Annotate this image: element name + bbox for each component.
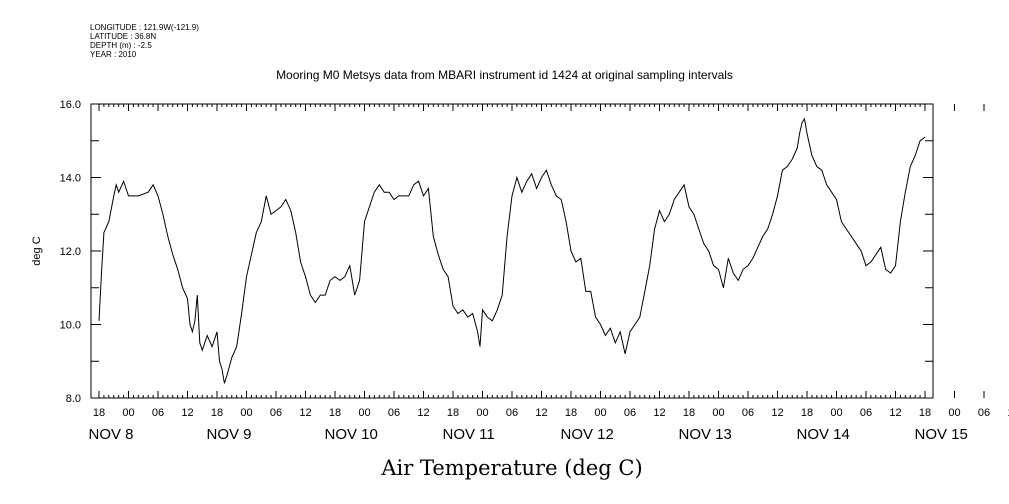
x-tick-label: 18 <box>919 407 931 419</box>
depth-label: DEPTH (m) : -2.5 <box>90 41 152 50</box>
x-day-label: NOV 8 <box>89 426 134 443</box>
x-tick-label: 00 <box>240 407 252 419</box>
chart-title: Mooring M0 Metsys data from MBARI instru… <box>276 68 733 82</box>
y-tick-label: 10.0 <box>60 320 81 332</box>
x-tick-label: 18 <box>329 407 341 419</box>
longitude-label: LONGITUDE : 121.9W(-121.9) <box>90 23 199 32</box>
x-tick-label: 00 <box>122 407 134 419</box>
y-tick-label: 14.0 <box>60 173 81 185</box>
x-tick-label: 06 <box>270 407 282 419</box>
x-day-label: NOV 12 <box>561 426 614 443</box>
y-tick-label: 16.0 <box>60 99 81 111</box>
y-tick-label: 12.0 <box>60 246 81 258</box>
x-tick-label: 06 <box>506 407 518 419</box>
x-tick-label: 12 <box>889 407 901 419</box>
x-tick-label: 12 <box>299 407 311 419</box>
x-tick-label: 00 <box>594 407 606 419</box>
axis-labels: 18 00 06 12 18 00 06 12 18 00 06 12 18 00 06 12 18 00 06 12… <box>60 99 1009 443</box>
x-tick-label: 12 <box>653 407 665 419</box>
x-tick-label: 00 <box>712 407 724 419</box>
x-tick-label: 12 <box>771 407 783 419</box>
x-tick-label: 18 <box>683 407 695 419</box>
plot-frame <box>90 103 934 399</box>
x-day-label: NOV 14 <box>797 426 850 443</box>
x-tick-label: 06 <box>624 407 636 419</box>
x-tick-label: 12 <box>1007 407 1009 419</box>
x-tick-label: 06 <box>978 407 990 419</box>
x-tick-label: 00 <box>948 407 960 419</box>
x-tick-label: 18 <box>801 407 813 419</box>
x-tick-label: 00 <box>830 407 842 419</box>
x-day-label: NOV 15 <box>915 426 968 443</box>
x-tick-label: 06 <box>742 407 754 419</box>
x-tick-label: 06 <box>860 407 872 419</box>
x-tick-label: 12 <box>535 407 547 419</box>
x-tick-label: 18 <box>93 407 105 419</box>
x-tick-label: 12 <box>417 407 429 419</box>
x-day-label: NOV 10 <box>325 426 378 443</box>
x-day-label: NOV 9 <box>207 426 252 443</box>
y-tick-label: 8.0 <box>66 393 81 405</box>
x-tick-label: 00 <box>476 407 488 419</box>
x-tick-label: 18 <box>211 407 223 419</box>
x-tick-label: 06 <box>388 407 400 419</box>
x-tick-label: 18 <box>565 407 577 419</box>
y-axis-label: deg C <box>31 236 43 265</box>
x-tick-label: 00 <box>358 407 370 419</box>
year-label: YEAR : 2010 <box>90 50 137 59</box>
x-day-label: NOV 11 <box>443 426 495 443</box>
x-day-label: NOV 13 <box>679 426 732 443</box>
latitude-label: LATITUDE : 36.8N <box>90 32 157 41</box>
x-axis-label: Air Temperature (deg C) <box>380 456 642 480</box>
x-tick-label: 06 <box>152 407 164 419</box>
x-tick-label: 18 <box>447 407 459 419</box>
x-tick-label: 12 <box>181 407 193 419</box>
series-line <box>98 117 926 384</box>
axis-ticks <box>91 103 985 399</box>
